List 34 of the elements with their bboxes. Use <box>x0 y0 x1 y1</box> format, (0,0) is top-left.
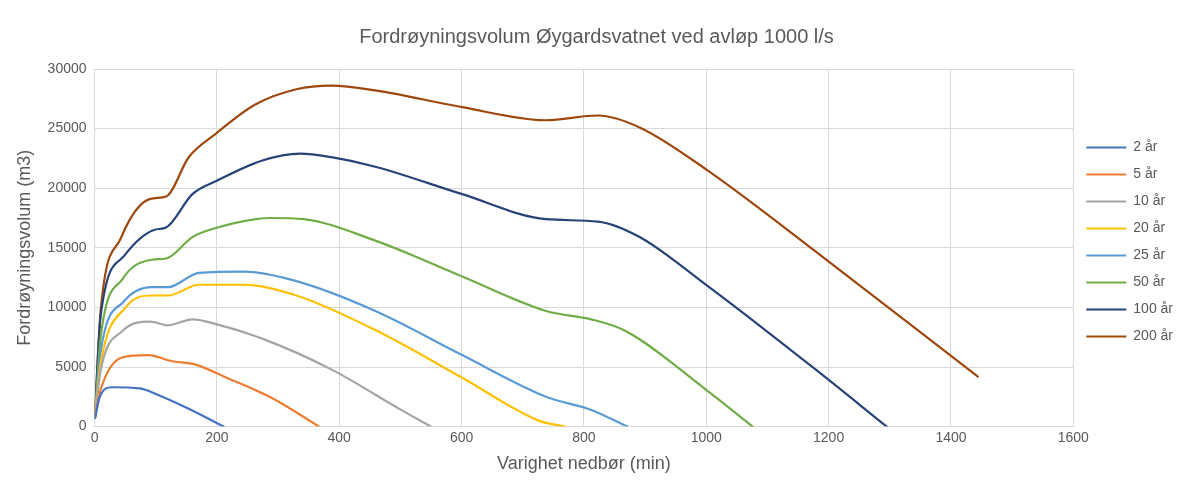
x-axis-title: Varighet nedbør (min) <box>497 453 671 474</box>
y-tick-label: 5000 <box>55 357 87 374</box>
x-tick-label: 0 <box>90 428 99 445</box>
legend-label: 5 år <box>1133 165 1158 182</box>
y-tick-label: 10000 <box>47 298 87 315</box>
y-tick-label: 20000 <box>47 179 87 196</box>
legend-label: 10 år <box>1133 192 1166 209</box>
x-tick-label: 1000 <box>690 428 723 445</box>
y-tick-label: 25000 <box>47 119 87 136</box>
y-axis-title: Fordrøyningsvolum (m3) <box>13 149 34 346</box>
legend-label: 200 år <box>1133 327 1174 344</box>
x-tick-label: 1400 <box>935 428 967 445</box>
x-tick-label: 200 <box>205 428 229 445</box>
y-tick-label: 0 <box>78 417 87 434</box>
line-series <box>94 386 225 427</box>
line-series <box>94 283 567 427</box>
line-series <box>94 353 321 427</box>
legend-label: 25 år <box>1133 246 1166 263</box>
legend-label: 20 år <box>1133 219 1166 236</box>
legend-label: 2 år <box>1133 138 1158 155</box>
x-tick-label: 600 <box>449 428 474 445</box>
line-series <box>94 152 888 427</box>
line-series <box>94 216 754 427</box>
chart-title: Fordrøyningsvolum Øygardsvatnet ved avløp 1000 l/s <box>359 24 834 47</box>
x-tick-label: 1200 <box>813 428 845 445</box>
y-tick-label: 30000 <box>47 59 87 76</box>
y-tick-label: 15000 <box>47 238 87 255</box>
x-tick-label: 400 <box>327 428 352 445</box>
legend-label: 50 år <box>1133 273 1166 290</box>
legend-label: 100 år <box>1133 300 1174 317</box>
x-tick-label: 800 <box>572 428 596 445</box>
line-series <box>94 318 433 427</box>
line-series <box>94 270 629 427</box>
x-tick-label: 1600 <box>1057 428 1090 445</box>
